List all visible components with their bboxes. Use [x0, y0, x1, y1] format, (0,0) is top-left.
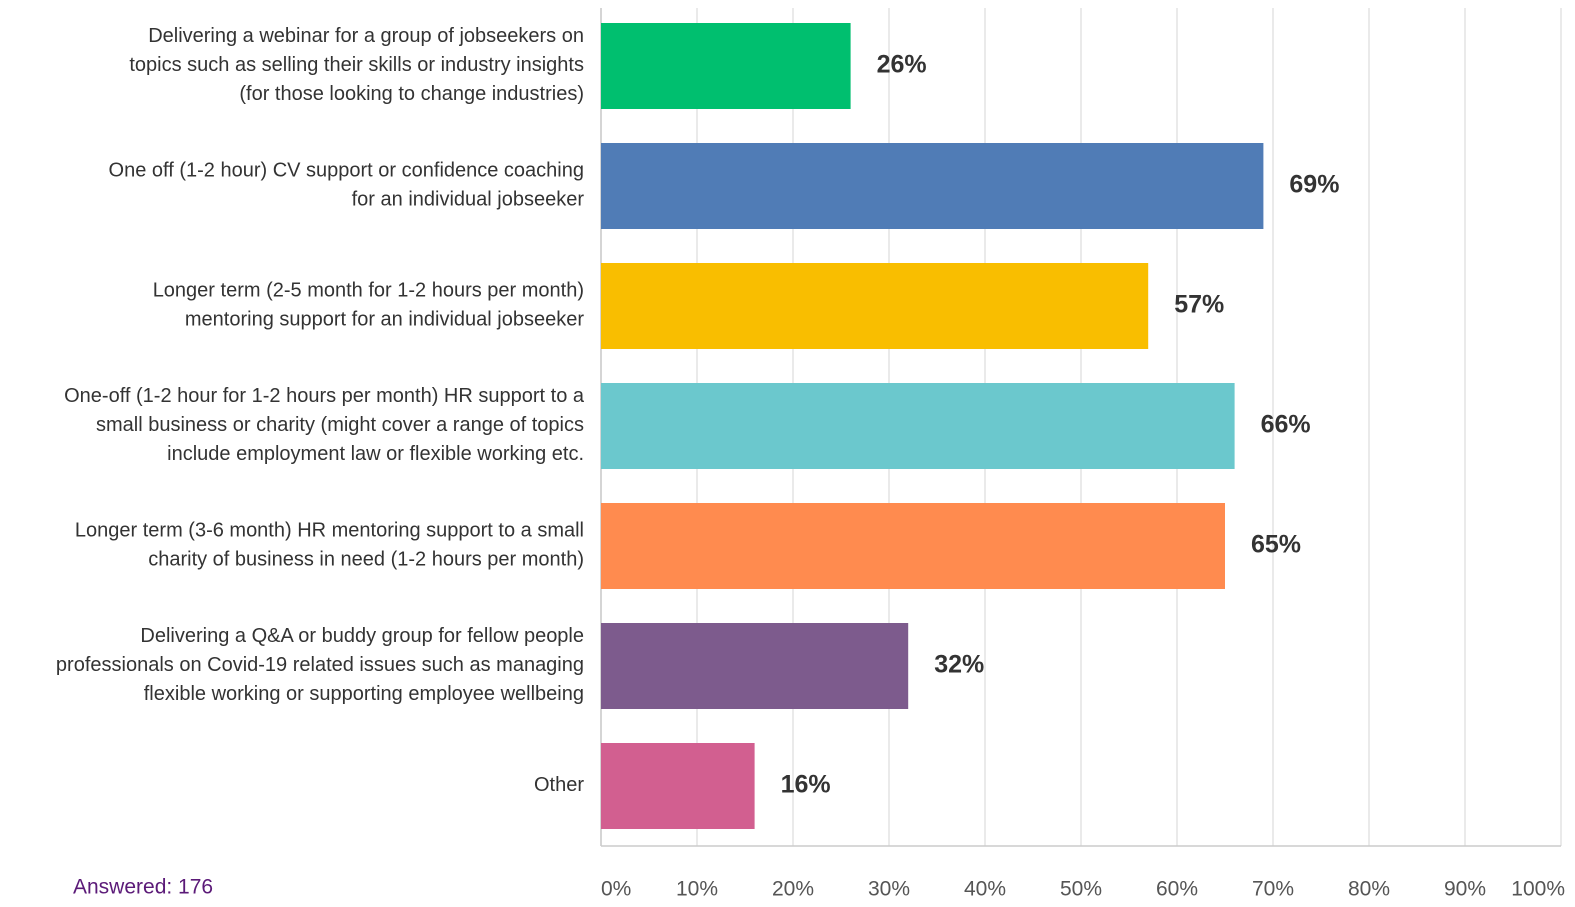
category-label: Delivering a webinar for a group of jobs…	[129, 25, 584, 105]
value-label: 65%	[1251, 531, 1301, 559]
value-label: 16%	[781, 771, 831, 799]
bar	[601, 743, 755, 829]
x-tick-label: 50%	[1060, 878, 1102, 901]
bar	[601, 383, 1235, 469]
bar	[601, 263, 1149, 349]
x-tick-label: 40%	[964, 878, 1006, 901]
x-tick-label: 70%	[1252, 878, 1294, 901]
x-tick-label: 30%	[868, 878, 910, 901]
x-tick-label: 100%	[1511, 878, 1565, 901]
category-label: Other	[534, 774, 584, 796]
x-tick-label: 20%	[772, 878, 814, 901]
x-tick-label: 10%	[676, 878, 718, 901]
bar	[601, 143, 1264, 229]
category-label: Longer term (3-6 month) HR mentoring sup…	[75, 520, 584, 571]
category-label: One-off (1-2 hour for 1-2 hours per mont…	[64, 385, 585, 465]
value-label: 66%	[1261, 411, 1311, 439]
x-tick-label: 0%	[601, 878, 631, 901]
answered-note: Answered: 176	[73, 876, 213, 899]
bar	[601, 623, 909, 709]
x-tick-label: 60%	[1156, 878, 1198, 901]
category-label: One off (1-2 hour) CV support or confide…	[109, 160, 585, 211]
bar	[601, 23, 851, 109]
bar	[601, 503, 1225, 589]
x-tick-label: 90%	[1444, 878, 1486, 901]
category-label: Delivering a Q&A or buddy group for fell…	[56, 625, 584, 705]
value-label: 57%	[1174, 291, 1224, 319]
value-label: 32%	[934, 651, 984, 679]
category-label: Longer term (2-5 month for 1-2 hours per…	[153, 280, 585, 331]
value-label: 69%	[1289, 171, 1339, 199]
value-label: 26%	[877, 51, 927, 79]
x-tick-label: 80%	[1348, 878, 1390, 901]
